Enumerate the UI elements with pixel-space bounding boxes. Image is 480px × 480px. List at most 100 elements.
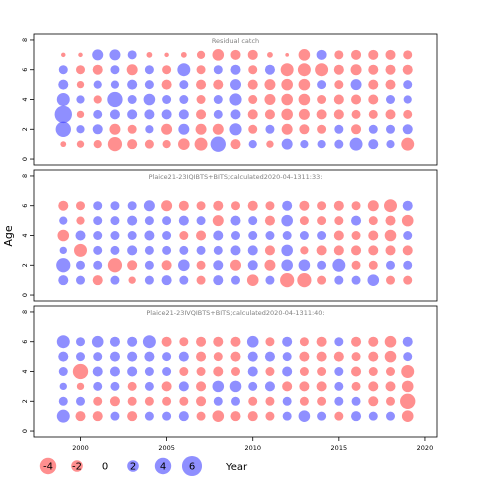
y-axis-label: Age — [2, 225, 15, 247]
bubble — [162, 245, 172, 255]
bubble — [196, 411, 206, 421]
bubble — [403, 275, 413, 285]
bubble — [180, 51, 187, 58]
bubble — [247, 79, 258, 90]
bubble — [162, 140, 171, 149]
bubble — [317, 260, 327, 270]
legend: -4 -2 0 2 4 6 — [39, 455, 203, 477]
legend-value-label: 2 — [130, 462, 136, 473]
bubble — [265, 411, 275, 421]
bubble — [264, 109, 275, 120]
bubble — [265, 201, 275, 211]
bubble — [126, 64, 138, 76]
bubble — [109, 366, 120, 377]
bubble — [386, 95, 395, 104]
x-axis: 2000 2005 2010 2015 2020 — [72, 437, 433, 452]
panel-2: Plaice21-23IQIBTS+BITS;calculated2020-04… — [21, 169, 438, 302]
bubble — [282, 336, 293, 347]
bubble — [368, 109, 378, 119]
bubble — [55, 121, 71, 137]
bubble — [110, 275, 120, 285]
bubble — [298, 108, 310, 120]
bubble — [127, 215, 138, 226]
bubble — [76, 110, 85, 119]
bubble — [386, 124, 395, 134]
bubble — [351, 245, 362, 256]
bubble — [162, 65, 172, 75]
bubble — [229, 380, 242, 393]
bubble — [349, 137, 363, 151]
bubble — [282, 396, 292, 406]
bubble — [368, 336, 379, 347]
bubble — [212, 380, 225, 393]
bubble — [146, 51, 153, 58]
bubble — [402, 124, 413, 135]
bubble — [56, 409, 70, 423]
bubble — [248, 140, 257, 149]
bubble — [93, 109, 103, 119]
bubble — [144, 381, 154, 391]
legend-year-label: Year — [225, 462, 248, 473]
legend-value-label: 4 — [160, 462, 166, 473]
bubble — [109, 123, 121, 135]
bubble — [368, 139, 379, 150]
bubble — [282, 411, 292, 421]
bubble — [264, 93, 276, 106]
y-tick-label: 4 — [21, 233, 29, 237]
bubble — [264, 245, 275, 256]
bubble — [385, 64, 396, 75]
bubble — [351, 109, 361, 119]
bubble — [127, 139, 138, 150]
bubble — [161, 260, 172, 271]
bubble — [76, 140, 85, 148]
x-tick-label: 2010 — [244, 444, 261, 452]
bubble — [248, 216, 258, 226]
bubble — [282, 381, 293, 392]
bubble — [367, 274, 380, 286]
bubble — [196, 245, 206, 255]
bubble — [178, 200, 189, 211]
bubble — [317, 216, 327, 226]
y-tick-label: 6 — [21, 340, 29, 344]
bubble — [109, 109, 120, 120]
bubble — [229, 123, 242, 136]
y-tick-label: 2 — [21, 399, 29, 403]
bubble — [213, 79, 224, 90]
bubble — [196, 381, 207, 392]
bubble — [248, 231, 258, 240]
bubble — [178, 351, 189, 362]
bubble — [351, 352, 361, 362]
bubble — [401, 214, 414, 227]
y-tick-label: 8 — [21, 174, 29, 178]
bubble — [280, 63, 294, 77]
bubble — [264, 79, 276, 91]
bubble — [144, 65, 154, 75]
bubble — [196, 95, 206, 104]
bubble — [403, 109, 413, 119]
bubble — [386, 275, 395, 285]
bubble — [179, 245, 189, 255]
bubble — [248, 95, 258, 104]
bubble — [247, 351, 258, 362]
bubble — [401, 137, 415, 151]
bubble — [178, 381, 189, 392]
bubble — [143, 93, 156, 106]
bubble — [368, 381, 379, 392]
bubble — [384, 335, 397, 348]
bubble — [281, 78, 293, 91]
bubble — [368, 367, 378, 376]
bubble — [179, 337, 189, 347]
bubble — [229, 79, 242, 91]
bubble — [93, 245, 103, 255]
bubble — [281, 259, 293, 272]
bubble — [127, 411, 138, 422]
bubble — [248, 124, 258, 134]
bubble — [76, 65, 85, 75]
bubble — [281, 93, 293, 106]
legend-bubble — [154, 457, 172, 475]
bubble — [282, 200, 293, 211]
bubble — [57, 229, 70, 242]
bubble — [162, 231, 172, 240]
bubble — [247, 109, 258, 120]
bubble — [368, 94, 379, 105]
